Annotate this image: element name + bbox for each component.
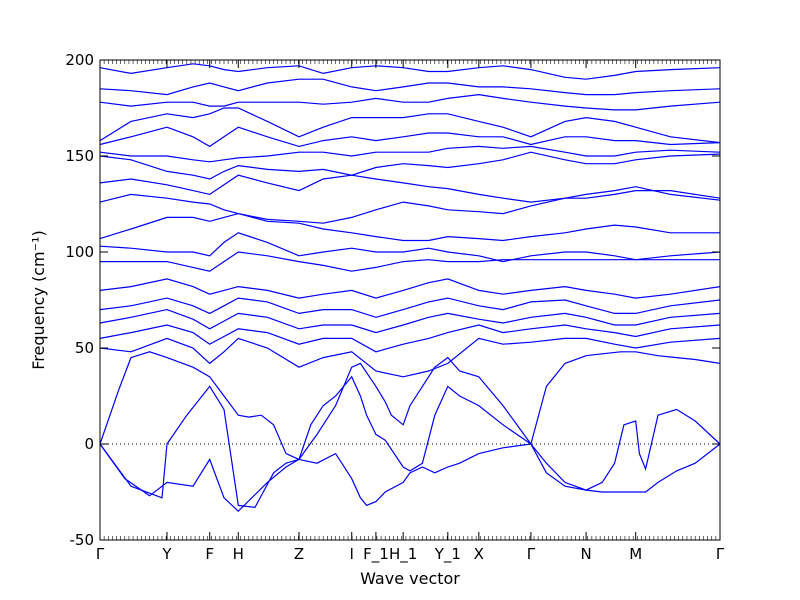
band-line-22: [99, 126, 721, 148]
band-line-21: [99, 145, 721, 163]
x-tick-label: Y_1: [434, 545, 461, 564]
band-line-18: [99, 186, 721, 224]
y-tick-label: 200: [65, 51, 94, 69]
x-tick-label: Γ: [96, 545, 105, 563]
x-tick-label: N: [580, 545, 591, 563]
y-axis-ticks: -50 0 50 100 150 200: [65, 51, 720, 549]
y-axis-title: Frequency (cm⁻¹): [29, 230, 48, 369]
band-line-23: [99, 107, 721, 144]
x-tick-label: H_1: [389, 545, 417, 564]
x-tick-label: Γ: [527, 545, 536, 563]
x-tick-label: F: [205, 545, 214, 563]
x-axis-minor-ticks: [99, 60, 721, 540]
band-line-25: [99, 78, 721, 96]
band-line-13: [99, 297, 721, 318]
y-tick-label: -50: [70, 531, 95, 549]
band-line-26: [99, 63, 721, 80]
band-line-6: [298, 356, 532, 460]
band-line-3: [99, 351, 300, 460]
band-line-16: [99, 232, 721, 263]
x-tick-label: I: [350, 545, 354, 563]
band-line-12: [99, 308, 721, 334]
band-lines: [99, 63, 721, 513]
band-line-20: [99, 151, 721, 180]
band-line-15: [100, 251, 720, 272]
y-tick-label: 50: [75, 339, 94, 357]
y-tick-label: 150: [65, 147, 94, 165]
band-line-24: [99, 93, 721, 111]
band-line-8: [530, 408, 721, 491]
band-line-14: [99, 278, 721, 299]
plot-frame: [99, 59, 721, 541]
band-line-7: [530, 443, 721, 493]
band-line-5: [298, 375, 532, 472]
x-tick-label: Z: [294, 545, 304, 563]
x-axis-title: Wave vector: [360, 569, 460, 588]
band-line-9: [530, 351, 721, 445]
band-line-11: [99, 324, 721, 353]
x-tick-label: X: [474, 545, 484, 563]
x-tick-label: F_1: [363, 545, 389, 564]
band-line-4: [298, 443, 531, 507]
y-tick-label: 100: [65, 243, 94, 261]
band-line-17: [99, 212, 720, 242]
x-tick-label: M: [629, 545, 642, 563]
x-tick-label: Y: [161, 545, 172, 563]
band-line-19: [99, 174, 721, 203]
y-tick-label: 0: [84, 435, 94, 453]
band-line-2: [99, 385, 300, 509]
x-tick-label: H: [233, 545, 244, 563]
band-line-1: [99, 443, 300, 513]
x-tick-label: Γ: [716, 545, 725, 563]
band-line-10: [99, 337, 721, 378]
